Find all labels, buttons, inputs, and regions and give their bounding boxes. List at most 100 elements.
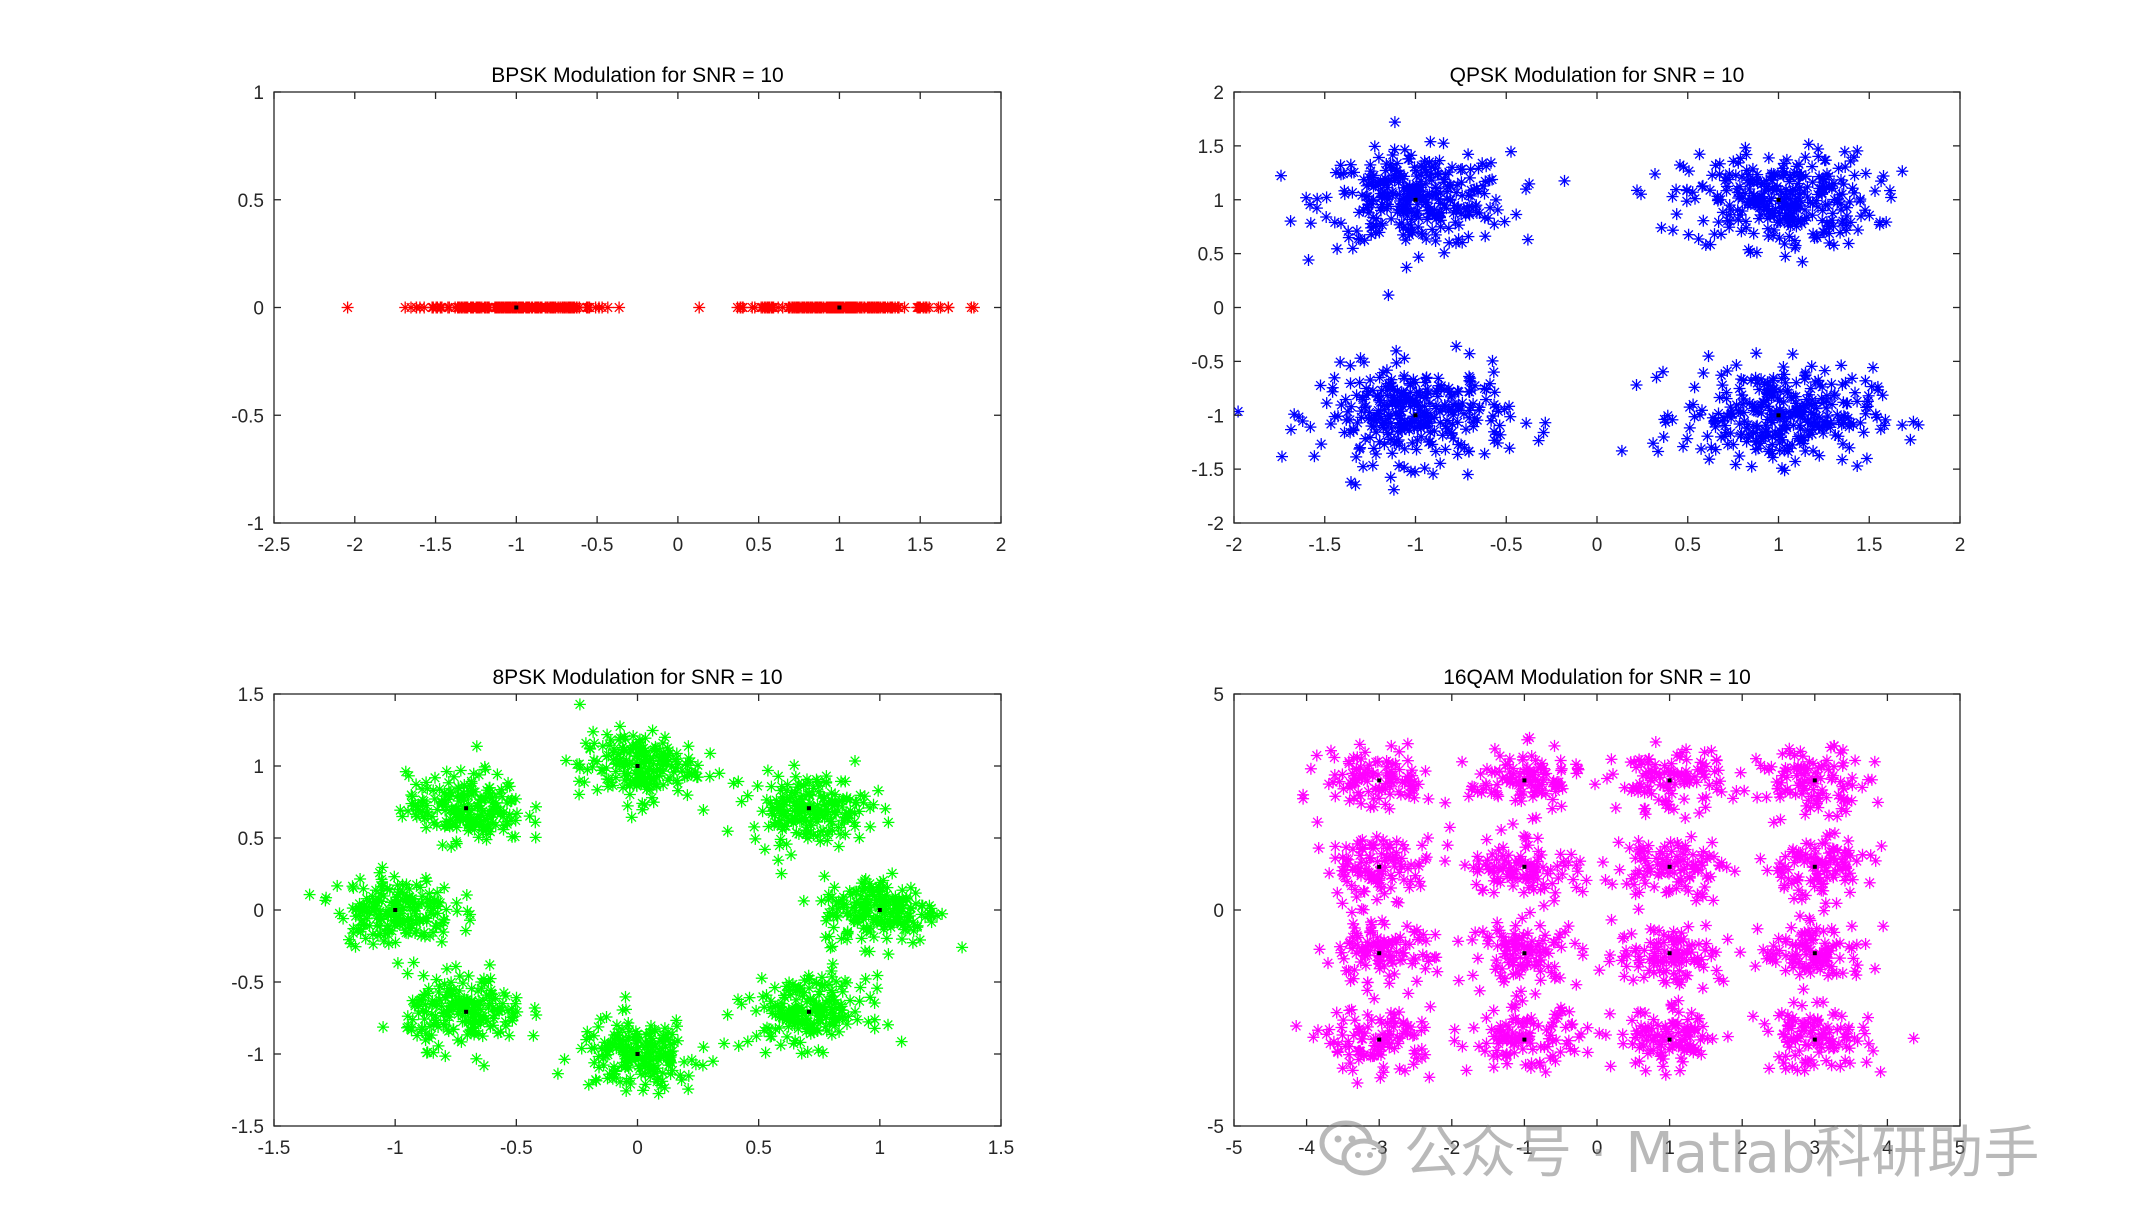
scatter-point <box>1833 774 1848 789</box>
scatter-point <box>1401 986 1415 1001</box>
scatter-point <box>1328 215 1342 230</box>
scatter-point <box>1606 767 1620 781</box>
scatter-point <box>1737 405 1751 420</box>
scatter-point <box>1400 1022 1414 1036</box>
scatter-point <box>825 970 839 984</box>
scatter-point <box>1394 787 1408 802</box>
scatter-point <box>1487 433 1501 447</box>
scatter-point <box>1603 1007 1617 1021</box>
scatter-point <box>1809 193 1824 208</box>
scatter-point <box>1494 823 1508 837</box>
scatter-point <box>1821 417 1835 431</box>
scatter-point <box>1615 444 1629 458</box>
scatter-point <box>689 1057 703 1071</box>
scatter-point <box>1658 759 1672 773</box>
scatter-point <box>1795 937 1809 951</box>
constellation-point <box>635 1052 640 1056</box>
scatter-point <box>622 757 637 771</box>
scatter-point <box>1647 924 1661 938</box>
scatter-point <box>1382 802 1397 816</box>
scatter-point <box>771 769 785 783</box>
scatter-point <box>1617 969 1631 984</box>
scatter-point <box>526 1029 541 1043</box>
scatter-point <box>1579 873 1594 888</box>
scatter-point <box>1498 937 1513 952</box>
scatter-point <box>1355 942 1369 956</box>
scatter-point <box>1490 959 1504 973</box>
scatter-point <box>1531 433 1546 448</box>
scatter-point <box>543 300 558 315</box>
scatter-point <box>789 300 804 315</box>
scatter-point <box>1313 378 1328 393</box>
scatter-point <box>1747 226 1761 241</box>
scatter-point <box>1339 413 1353 427</box>
y-tick-label: -1 <box>247 1045 264 1066</box>
scatter-point <box>1382 174 1396 188</box>
scatter-point <box>1632 885 1646 900</box>
scatter-point <box>1484 414 1498 428</box>
scatter-point <box>1405 957 1419 971</box>
scatter-point <box>1497 975 1511 989</box>
scatter-point <box>1673 872 1687 886</box>
scatter-point <box>406 799 421 813</box>
y-tick-label: 1.5 <box>238 685 264 706</box>
scatter-point <box>1419 406 1433 421</box>
scatter-point <box>1793 909 1807 923</box>
scatter-point <box>414 994 428 1008</box>
scatter-point <box>410 1028 424 1043</box>
scatter-point <box>1674 934 1688 948</box>
scatter-point <box>1283 214 1298 228</box>
scatter-point <box>681 739 696 753</box>
scatter-point <box>603 738 617 752</box>
scatter-point <box>1690 1011 1705 1026</box>
scatter-point <box>1609 801 1623 815</box>
scatter-point <box>1793 968 1807 982</box>
scatter-point <box>1571 864 1585 878</box>
scatter-point <box>1804 789 1819 804</box>
scatter-point <box>1874 839 1889 853</box>
scatter-point <box>1805 393 1819 407</box>
x-tick-label: 1.5 <box>907 535 933 556</box>
scatter-point <box>595 1042 609 1056</box>
scatter-point <box>1779 949 1793 963</box>
scatter-point <box>1829 896 1844 910</box>
scatter-point <box>1480 832 1494 847</box>
scatter-point <box>1384 470 1398 484</box>
scatter-point <box>1387 142 1402 157</box>
constellation-point <box>1413 413 1418 418</box>
constellation-point <box>806 806 811 811</box>
scatter-point <box>1695 403 1709 417</box>
scatter-point <box>1637 851 1652 865</box>
scatter-point <box>1622 841 1637 855</box>
scatter-point <box>1430 965 1444 979</box>
scatter-point <box>419 775 433 790</box>
scatter-point <box>1821 951 1835 965</box>
scatter-point <box>1384 775 1399 789</box>
scatter-point <box>643 1069 657 1084</box>
scatter-point <box>1396 946 1410 960</box>
scatter-point <box>1695 763 1709 777</box>
scatter-point <box>794 812 809 826</box>
scatter-point <box>696 803 711 817</box>
scatter-point <box>1411 932 1425 947</box>
scatter-point <box>1719 184 1734 198</box>
scatter-point <box>1447 1034 1462 1048</box>
scatter-point <box>1853 194 1867 208</box>
scatter-point <box>1819 153 1833 167</box>
scatter-point <box>1833 746 1848 760</box>
scatter-point <box>1438 854 1452 868</box>
scatter-point <box>481 1001 496 1015</box>
scatter-point <box>1850 144 1864 158</box>
scatter-point <box>1876 169 1891 183</box>
scatter-point <box>1665 189 1680 204</box>
scatter-point <box>1795 887 1809 902</box>
scatter-point <box>1557 174 1572 188</box>
scatter-point <box>1676 439 1690 454</box>
constellation-point <box>464 806 469 811</box>
scatter-point <box>1815 783 1829 797</box>
scatter-point <box>1670 767 1685 782</box>
scatter-point <box>1634 779 1648 793</box>
scatter-point <box>1314 437 1328 451</box>
